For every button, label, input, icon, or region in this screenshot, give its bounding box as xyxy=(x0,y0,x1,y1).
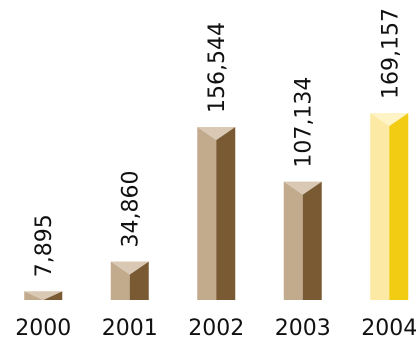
value-label-2000: 7,895 xyxy=(32,214,57,277)
value-label-2001: 34,860 xyxy=(119,170,144,247)
value-labels-group: 7,895 34,860 156,544 107,134 169,157 xyxy=(32,8,403,277)
value-label-2003: 107,134 xyxy=(292,77,317,168)
x-tick-label-2000: 2000 xyxy=(15,316,71,341)
bar-top-bevel xyxy=(24,291,63,300)
bars-group xyxy=(24,113,409,300)
bar-2003 xyxy=(283,181,322,300)
x-tick-label-2002: 2002 xyxy=(188,316,244,341)
bar-front-face xyxy=(197,126,217,300)
bar-top-bevel xyxy=(283,181,322,195)
bar-side-face xyxy=(389,113,409,300)
bar-top-bevel xyxy=(110,261,149,275)
x-tick-labels-group: 2000 2001 2002 2003 2004 xyxy=(15,316,417,341)
bar-2001 xyxy=(110,261,149,300)
bar-side-face xyxy=(216,126,236,300)
bar-front-face xyxy=(110,261,130,300)
x-tick-label-2003: 2003 xyxy=(275,316,331,341)
bar-2000 xyxy=(24,291,63,300)
value-label-2004: 169,157 xyxy=(378,8,403,99)
bar-front-face xyxy=(370,113,390,300)
bar-top-bevel xyxy=(197,126,236,140)
bar-front-face xyxy=(283,181,303,300)
value-label-2002: 156,544 xyxy=(205,22,230,113)
bar-top-bevel xyxy=(370,113,409,126)
bar-side-face xyxy=(129,261,149,300)
x-tick-label-2001: 2001 xyxy=(102,316,158,341)
x-tick-label-2004: 2004 xyxy=(361,316,417,341)
bar-2002 xyxy=(197,126,236,300)
bar-2004 xyxy=(370,113,409,300)
bar-side-face xyxy=(302,181,322,300)
